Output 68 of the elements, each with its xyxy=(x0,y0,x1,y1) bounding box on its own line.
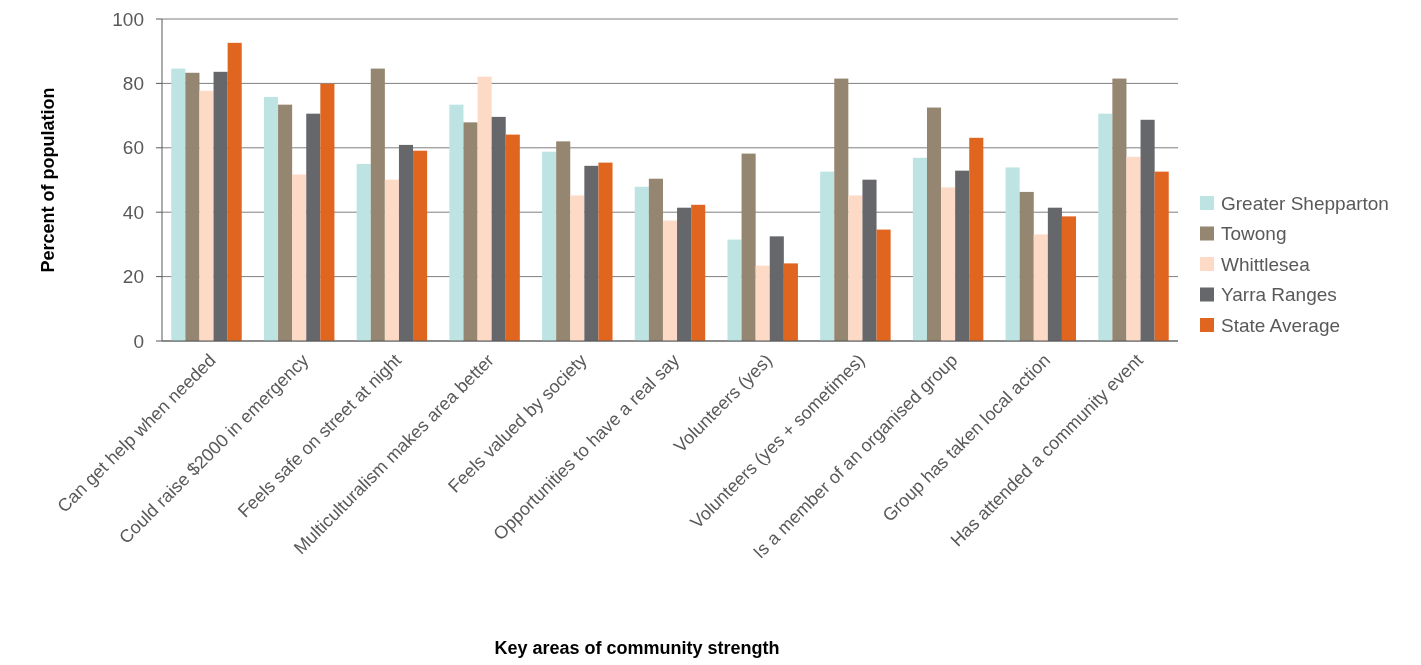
bar xyxy=(1047,207,1062,341)
y-axis-title: Percent of population xyxy=(38,87,58,273)
legend-label: State Average xyxy=(1221,314,1341,336)
y-tick-label: 0 xyxy=(133,330,144,352)
y-tick-label: 40 xyxy=(122,201,144,223)
bar xyxy=(463,122,478,341)
bar xyxy=(677,207,692,341)
bar xyxy=(862,179,877,341)
bar xyxy=(691,204,706,341)
bar xyxy=(263,96,279,341)
bar xyxy=(741,153,756,341)
bar xyxy=(634,186,649,341)
bar xyxy=(542,151,557,341)
bar xyxy=(1154,171,1169,341)
bar xyxy=(320,83,335,341)
bar xyxy=(171,68,186,341)
bar xyxy=(969,137,984,341)
legend-label: Greater Shepparton xyxy=(1221,192,1389,214)
bar xyxy=(370,68,385,341)
bar xyxy=(769,236,784,341)
bar xyxy=(912,157,927,341)
bar xyxy=(185,72,200,341)
bar xyxy=(648,178,663,341)
legend-label: Yarra Ranges xyxy=(1221,284,1337,306)
bar xyxy=(834,78,849,341)
bar xyxy=(820,171,835,341)
bar xyxy=(783,263,798,341)
bar xyxy=(278,104,293,341)
bar xyxy=(755,265,770,341)
legend-label: Whittlesea xyxy=(1221,253,1311,275)
bar xyxy=(570,195,585,341)
bar xyxy=(848,195,863,341)
bar xyxy=(413,150,428,341)
bar xyxy=(1098,113,1113,341)
bar xyxy=(941,187,956,341)
bar xyxy=(662,220,678,341)
bar xyxy=(384,179,399,341)
bar xyxy=(213,71,228,341)
bar xyxy=(727,239,742,341)
bar xyxy=(477,76,492,341)
y-tick-label: 80 xyxy=(122,73,144,95)
bar xyxy=(876,229,891,341)
bar xyxy=(598,162,613,341)
bar xyxy=(1061,216,1077,341)
bar xyxy=(1019,191,1034,341)
bar xyxy=(584,165,599,341)
bar xyxy=(1033,234,1048,341)
bar xyxy=(227,42,242,341)
bar xyxy=(491,116,506,341)
bar xyxy=(1140,119,1155,341)
bar xyxy=(556,141,571,341)
bar xyxy=(505,134,520,341)
bar xyxy=(1005,167,1020,341)
x-axis-title: Key areas of community strength xyxy=(494,638,780,658)
bar xyxy=(292,174,307,341)
bar xyxy=(356,163,371,341)
bar xyxy=(306,113,321,341)
bar xyxy=(955,170,970,341)
y-tick-label: 100 xyxy=(112,8,144,30)
bar xyxy=(449,104,464,341)
bar xyxy=(398,144,414,341)
bar xyxy=(1112,78,1127,341)
bar xyxy=(199,90,214,341)
bar xyxy=(926,107,942,341)
y-tick-label: 20 xyxy=(122,266,144,288)
y-tick-label: 60 xyxy=(122,137,144,159)
legend-label: Towong xyxy=(1221,223,1287,245)
bar xyxy=(1126,156,1141,341)
